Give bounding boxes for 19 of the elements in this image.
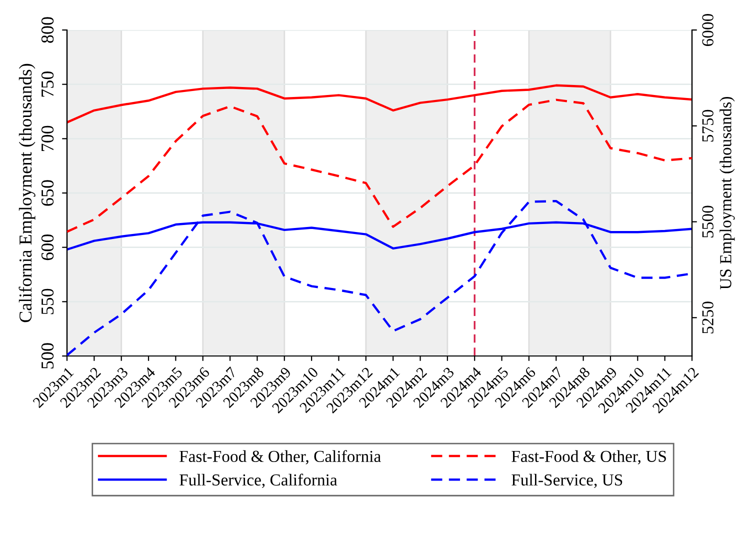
line-series bbox=[67, 98, 692, 233]
y2-tick-label: 6000 bbox=[702, 14, 714, 46]
y-tick-label: 500 bbox=[41, 343, 54, 368]
y-tick-label: 650 bbox=[41, 180, 54, 206]
legend-label: Fast-Food & Other, US bbox=[512, 450, 666, 464]
line-series bbox=[67, 84, 692, 124]
y-tick-label: 750 bbox=[41, 71, 54, 97]
y-tick-label: 550 bbox=[41, 288, 54, 314]
y-tick-label: 600 bbox=[41, 234, 54, 260]
legend-label: Full-Service, US bbox=[512, 474, 622, 488]
y2-tick-label: 5250 bbox=[702, 302, 714, 334]
y2-axis-title: US Employment (thousands) bbox=[720, 96, 735, 290]
y-tick-label: 700 bbox=[41, 126, 54, 152]
y-axis-title: California Employment (thousands) bbox=[18, 64, 36, 322]
y2-tick-label: 5500 bbox=[702, 206, 714, 238]
legend-label: Fast-Food & Other, California bbox=[180, 450, 381, 464]
legend-label: Full-Service, California bbox=[180, 474, 338, 488]
y-tick-label: 800 bbox=[41, 17, 54, 43]
y2-tick-label: 5750 bbox=[702, 110, 714, 142]
